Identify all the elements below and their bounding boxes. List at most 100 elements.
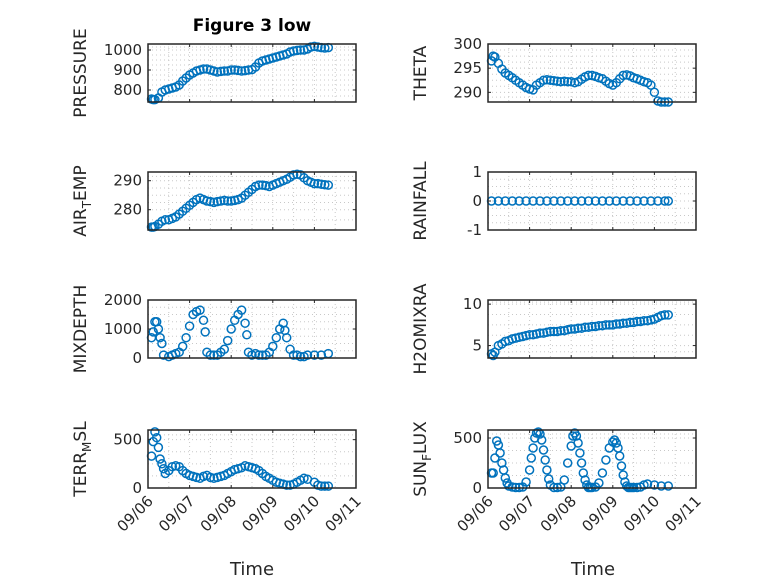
data-point bbox=[153, 442, 164, 453]
y-tick-label: 500 bbox=[453, 429, 482, 447]
x-tick-label: 09/10 bbox=[280, 492, 323, 535]
data-point bbox=[618, 318, 628, 328]
data-point bbox=[495, 448, 505, 458]
data-point bbox=[528, 196, 538, 206]
data-point bbox=[521, 196, 531, 206]
data-point bbox=[195, 305, 205, 315]
subplot-pressure: 800 900 1000 PRESSURE bbox=[71, 28, 357, 118]
data-point bbox=[535, 196, 545, 206]
y-tick-label: 0 bbox=[472, 479, 482, 497]
data-point bbox=[295, 45, 306, 55]
data-point bbox=[177, 341, 188, 352]
data-point bbox=[316, 179, 327, 189]
data-point bbox=[493, 196, 504, 206]
y-tick-label: 0 bbox=[132, 349, 142, 367]
data-point bbox=[158, 463, 169, 474]
data-point bbox=[535, 328, 545, 338]
y-tick-label: 1000 bbox=[104, 41, 142, 59]
y-tick-label: 900 bbox=[113, 61, 142, 79]
data-point bbox=[587, 321, 597, 332]
data-point bbox=[521, 477, 531, 487]
data-point bbox=[576, 196, 587, 206]
data-point bbox=[205, 350, 216, 360]
data-point bbox=[542, 196, 552, 206]
y-tick-label: 5 bbox=[472, 337, 482, 355]
data-point bbox=[594, 320, 604, 331]
y-axis-label-sun-flux: SUNFLUX bbox=[411, 421, 434, 497]
data-point bbox=[538, 445, 549, 455]
data-point bbox=[302, 350, 313, 360]
data-point bbox=[233, 65, 243, 76]
data-point bbox=[236, 305, 247, 315]
y-tick-label: 290 bbox=[453, 83, 482, 101]
data-point bbox=[616, 461, 627, 471]
axes-box bbox=[147, 429, 357, 489]
data-point bbox=[488, 468, 498, 478]
x-axis-label-right: Time bbox=[570, 559, 615, 580]
x-tick-label: 09/07 bbox=[495, 492, 538, 535]
axes-box bbox=[147, 171, 357, 231]
data-point bbox=[219, 195, 230, 206]
data-point bbox=[566, 324, 576, 334]
data-point bbox=[583, 70, 594, 81]
x-tick-label: 09/06 bbox=[114, 492, 157, 535]
data-point bbox=[632, 196, 642, 206]
data-point bbox=[219, 66, 230, 76]
data-point bbox=[660, 196, 670, 206]
data-point bbox=[313, 178, 323, 189]
subplot-theta: 290 295 300 THETA bbox=[411, 35, 697, 107]
y-tick-label: 295 bbox=[453, 59, 482, 77]
data-point bbox=[625, 317, 635, 328]
y-tick-label: 800 bbox=[113, 81, 142, 99]
x-tick-label: 09/07 bbox=[155, 492, 198, 535]
subplot-air-temp: 280 290 AIRTEMP bbox=[71, 165, 357, 237]
data-point bbox=[528, 443, 538, 453]
data-point bbox=[155, 454, 165, 464]
data-point bbox=[618, 70, 628, 81]
data-point bbox=[240, 65, 250, 76]
data-point bbox=[549, 196, 559, 206]
data-point bbox=[216, 66, 226, 77]
subplot-rainfall: -1 0 1 RAINFALL bbox=[411, 161, 697, 241]
data-point bbox=[663, 196, 674, 206]
data-point bbox=[549, 326, 559, 337]
data-point bbox=[288, 170, 299, 180]
data-point bbox=[222, 196, 233, 206]
data-point bbox=[601, 320, 611, 330]
data-point bbox=[281, 332, 292, 343]
data-point bbox=[309, 41, 320, 52]
data-point bbox=[573, 323, 583, 333]
data-point bbox=[569, 196, 580, 206]
data-point bbox=[281, 480, 292, 490]
data-point bbox=[254, 350, 264, 360]
data-point bbox=[590, 196, 601, 206]
data-point bbox=[542, 465, 552, 475]
data-point bbox=[663, 310, 674, 320]
data-point bbox=[604, 320, 615, 330]
y-tick-label: 1 bbox=[472, 163, 482, 181]
x-tick-label: 09/08 bbox=[197, 492, 240, 535]
data-point bbox=[646, 196, 656, 206]
data-point bbox=[594, 478, 604, 488]
data-point bbox=[580, 475, 590, 485]
data-point bbox=[198, 315, 209, 326]
x-tick-label: 09/06 bbox=[454, 492, 497, 535]
data-point bbox=[573, 438, 583, 448]
data-point bbox=[226, 196, 236, 206]
data-point bbox=[507, 482, 518, 492]
y-tick-label: 290 bbox=[113, 172, 142, 190]
data-point bbox=[614, 451, 625, 461]
data-point bbox=[611, 438, 622, 448]
y-tick-label: 300 bbox=[453, 35, 482, 53]
x-tick-label: 09/10 bbox=[620, 492, 663, 535]
x-tick-label: 09/11 bbox=[662, 492, 705, 535]
data-point bbox=[323, 180, 334, 190]
data-point bbox=[288, 350, 299, 360]
data-point bbox=[663, 481, 674, 491]
data-point bbox=[597, 196, 608, 206]
x-tick-label: 09/11 bbox=[322, 492, 365, 535]
data-point bbox=[552, 76, 563, 86]
data-point bbox=[556, 196, 566, 206]
data-point bbox=[649, 480, 660, 490]
